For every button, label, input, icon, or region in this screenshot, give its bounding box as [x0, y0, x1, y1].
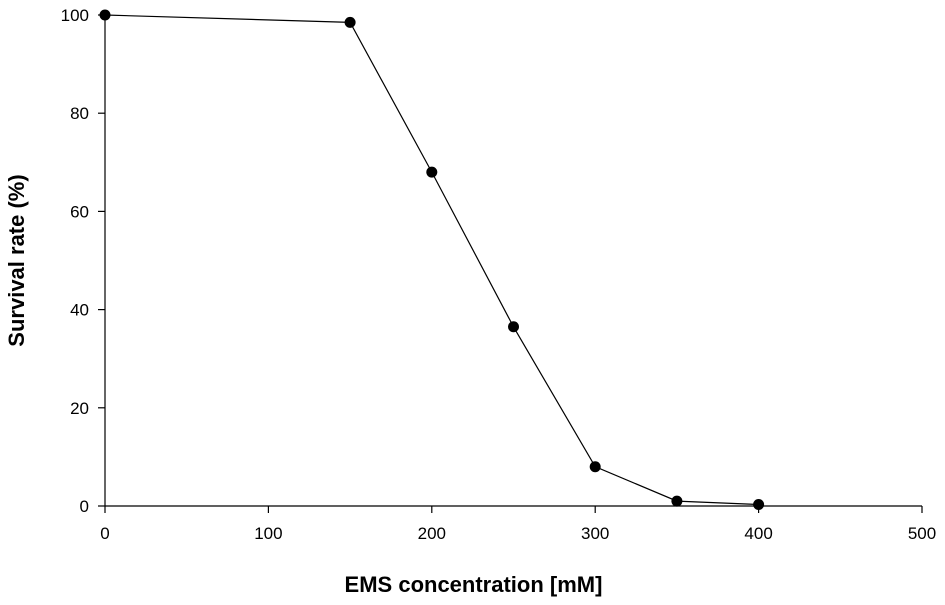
series-line — [104, 14, 759, 506]
data-point — [426, 166, 438, 178]
y-tick-label: 40 — [70, 301, 89, 320]
x-axis-title: EMS concentration [mM] — [345, 572, 603, 597]
x-tick-label: 500 — [908, 524, 936, 543]
x-tick-label: 400 — [744, 524, 772, 543]
data-point — [508, 321, 519, 333]
data-point — [589, 461, 601, 473]
data-point — [99, 9, 111, 21]
x-tick-label: 0 — [100, 524, 109, 543]
data-point — [753, 499, 765, 511]
y-axis-title: Survival rate (%) — [4, 174, 29, 346]
y-tick-label: 0 — [80, 497, 89, 516]
axes — [104, 15, 922, 507]
y-tick-label: 80 — [70, 104, 89, 123]
x-tick-label: 100 — [254, 524, 282, 543]
x-tick-label: 300 — [581, 524, 609, 543]
ticks: 0 100 200 300 400 500 0 20 40 60 80 100 — [61, 6, 937, 543]
series-layer — [99, 9, 765, 511]
x-tick-label: 200 — [418, 524, 446, 543]
y-tick-label: 20 — [70, 399, 89, 418]
y-tick-label: 100 — [61, 6, 89, 25]
y-tick-label: 60 — [70, 202, 89, 221]
data-point — [344, 16, 356, 28]
data-point — [671, 495, 683, 507]
